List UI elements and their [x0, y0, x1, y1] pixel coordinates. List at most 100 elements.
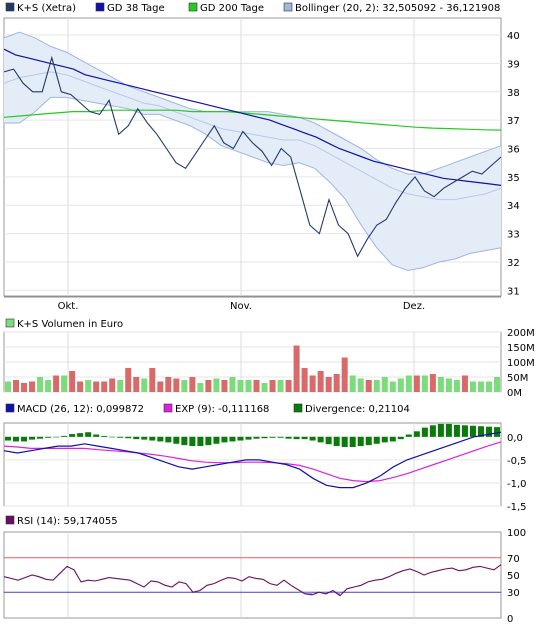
rsi-oversold-fill — [333, 592, 340, 596]
volume-legend-swatch — [5, 318, 15, 328]
volume-bar — [453, 380, 460, 392]
price-y-tick-label: 40 — [507, 31, 520, 42]
macd-divergence-bar — [13, 436, 20, 442]
macd-divergence-bar — [341, 436, 348, 447]
rsi-y-tick-label: 100 — [507, 528, 526, 539]
rsi-panel-frame — [3, 531, 502, 619]
rsi-y-tick-label: 0 — [507, 614, 513, 625]
volume-bar — [237, 380, 244, 392]
price-y-tick-label: 33 — [507, 230, 520, 241]
macd-legend-label: EXP (9): -0,111168 — [175, 404, 269, 415]
macd-divergence-bar — [277, 436, 284, 438]
macd-divergence-bar — [293, 436, 300, 440]
bollinger-upper-line — [3, 31, 502, 175]
volume-bar — [77, 381, 84, 392]
macd-divergence-bar — [381, 436, 388, 443]
volume-bar — [317, 371, 324, 392]
volume-y-tick-label: 150M — [507, 343, 535, 354]
macd-divergence-bar — [477, 426, 484, 437]
macd-divergence-bar — [237, 436, 244, 441]
macd-divergence-bar — [333, 436, 340, 447]
volume-bar — [445, 378, 452, 392]
macd-divergence-bar — [189, 436, 196, 447]
volume-bar — [389, 381, 396, 392]
volume-bar — [61, 375, 68, 392]
volume-bar — [101, 381, 108, 392]
macd-divergence-bar — [101, 435, 108, 437]
macd-legend-swatch — [293, 403, 303, 413]
macd-divergence-bar — [221, 436, 228, 443]
bollinger-band-fill — [4, 32, 501, 271]
volume-bar — [469, 381, 476, 392]
macd-divergence-bar — [413, 431, 420, 437]
volume-bar — [397, 378, 404, 392]
bollinger-middle-line — [3, 71, 502, 201]
macd-divergence-bar — [37, 436, 44, 439]
macd-divergence-bar — [261, 436, 268, 439]
rsi-y-tick-label: 30 — [507, 588, 520, 599]
macd-divergence-bar — [117, 436, 124, 438]
volume-bar — [485, 381, 492, 392]
macd-divergence-bar — [429, 425, 436, 437]
macd-y-tick-label: -0,5 — [507, 456, 527, 467]
volume-bar — [421, 375, 428, 392]
volume-bar — [165, 377, 172, 392]
volume-bar — [141, 378, 148, 392]
macd-divergence-bar — [485, 426, 492, 437]
volume-bar — [341, 357, 348, 392]
volume-bar — [357, 378, 364, 392]
macd-divergence-bar — [125, 436, 132, 439]
price-y-tick-label: 34 — [507, 201, 520, 212]
volume-legend-label: K+S Volumen in Euro — [17, 319, 123, 330]
volume-bar — [253, 380, 260, 392]
volume-bar — [189, 377, 196, 392]
volume-bar — [157, 381, 164, 392]
macd-divergence-bar — [109, 436, 116, 438]
macd-divergence-bar — [165, 436, 172, 443]
macd-divergence-bar — [349, 436, 356, 447]
volume-bar — [261, 383, 268, 392]
price-y-tick-label: 35 — [507, 173, 520, 184]
bollinger-lower-line — [4, 96, 502, 272]
volume-bar — [117, 380, 124, 392]
rsi-legend-label: RSI (14): 59,174055 — [17, 516, 118, 527]
macd-legend-label: Divergence: 0,21104 — [305, 404, 410, 415]
macd-divergence-bar — [445, 423, 452, 437]
volume-bar — [293, 345, 300, 392]
macd-divergence-bar — [85, 432, 92, 437]
macd-divergence-bar — [245, 436, 252, 440]
macd-y-tick-label: -1,5 — [507, 502, 527, 513]
macd-divergence-bar — [229, 436, 236, 442]
volume-y-tick-label: 0M — [507, 388, 522, 399]
price-legend-label: GD 200 Tage — [200, 3, 264, 14]
macd-divergence-bar — [317, 436, 324, 443]
volume-y-tick-label: 50M — [507, 373, 528, 384]
macd-divergence-bar — [45, 436, 52, 438]
volume-bar — [125, 368, 132, 392]
volume-bar — [69, 371, 76, 392]
volume-bar — [373, 380, 380, 392]
price-legend-swatch — [95, 2, 105, 12]
volume-bar — [333, 374, 340, 392]
macd-divergence-bar — [357, 436, 364, 447]
price-legend-label: Bollinger (20, 2): 32,505092 - 36,121908 — [295, 3, 500, 14]
macd-legend-label: MACD (26, 12): 0,099872 — [17, 404, 144, 415]
volume-bar — [29, 381, 36, 392]
macd-divergence-bar — [213, 436, 220, 444]
volume-bar — [205, 380, 212, 392]
macd-divergence-bar — [205, 436, 212, 446]
volume-bar — [301, 368, 308, 392]
volume-bar — [133, 377, 140, 392]
macd-divergence-bar — [421, 427, 428, 437]
price-y-tick-label: 36 — [507, 144, 520, 155]
macd-divergence-bar — [253, 436, 260, 439]
macd-legend-swatch — [163, 403, 173, 413]
volume-bar — [309, 375, 316, 392]
macd-divergence-bar — [21, 436, 28, 442]
volume-bar — [349, 375, 356, 392]
price-y-tick-label: 37 — [507, 116, 520, 127]
macd-divergence-bar — [493, 427, 500, 437]
rsi-legend-swatch — [5, 515, 15, 525]
volume-bar — [365, 380, 372, 392]
volume-y-tick-label: 200M — [507, 328, 535, 339]
